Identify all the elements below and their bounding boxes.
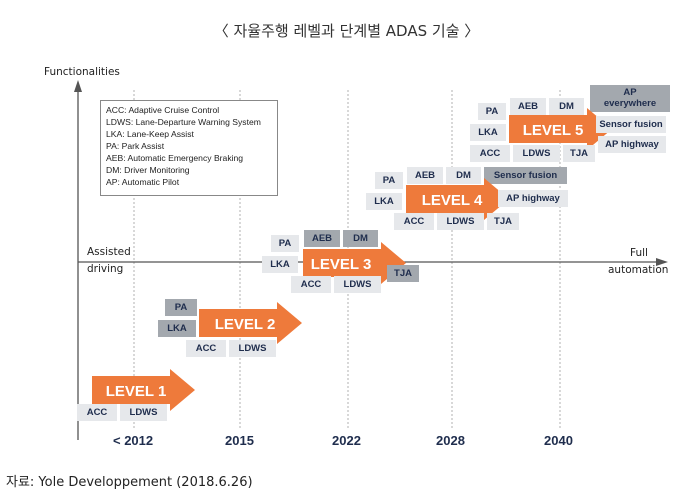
feature-lka: LKA	[158, 320, 196, 337]
feature-aeb: AEB	[304, 230, 340, 247]
feature-pa: PA	[375, 172, 403, 189]
x-axis-right-label-1: Full	[630, 247, 648, 259]
feature-dm: DM	[446, 167, 481, 184]
feature-lka: LKA	[262, 256, 298, 273]
legend-item: DM: Driver Monitoring	[106, 165, 190, 175]
feature-pa: PA	[165, 299, 197, 316]
year-label: 2028	[436, 433, 465, 448]
x-axis-right-label-2: automation	[608, 264, 669, 276]
feature-acc: ACC	[77, 404, 117, 421]
level-1-label: LEVEL 1	[106, 383, 167, 400]
feature-acc: ACC	[186, 340, 226, 357]
feature-ldws: LDWS	[437, 213, 484, 230]
legend-item: PA: Park Assist	[106, 141, 165, 151]
x-axis-left-label-1: Assisted	[87, 246, 131, 258]
level-2-arrow: LEVEL 2	[199, 302, 302, 344]
feature-pa: PA	[478, 103, 506, 120]
feature-tja: TJA	[487, 213, 519, 230]
feature-ap-highway: AP highway	[598, 136, 666, 153]
legend-item: ACC: Adaptive Cruise Control	[106, 105, 220, 115]
level-4-arrow: LEVEL 4	[406, 178, 509, 220]
feature-ldws: LDWS	[229, 340, 276, 357]
ap-everywhere-line1: AP	[623, 87, 637, 98]
year-label: 2022	[332, 433, 361, 448]
feature-aeb: AEB	[407, 167, 443, 184]
level-5-label: LEVEL 5	[523, 122, 584, 139]
feature-tja: TJA	[387, 265, 419, 282]
level-5-arrow: LEVEL 5	[509, 108, 612, 150]
feature-tja: TJA	[563, 145, 595, 162]
feature-ap-highway: AP highway	[498, 190, 568, 207]
source-note: 자료: Yole Developpement (2018.6.26)	[6, 475, 253, 490]
feature-pa: PA	[271, 235, 299, 252]
feature-ldws: LDWS	[513, 145, 560, 162]
level-1-arrow: LEVEL 1	[92, 369, 195, 411]
feature-sensor-fusion: Sensor fusion	[484, 167, 567, 184]
feature-ap-everywhere: AP everywhere	[590, 85, 670, 112]
year-label: < 2012	[113, 433, 154, 448]
feature-aeb: AEB	[510, 98, 546, 115]
level-4-label: LEVEL 4	[422, 192, 483, 209]
level-2-label: LEVEL 2	[215, 316, 276, 333]
feature-dm: DM	[343, 230, 378, 247]
abbreviation-legend: ACC: Adaptive Cruise Control LDWS: Lane-…	[100, 100, 278, 196]
feature-acc: ACC	[470, 145, 510, 162]
legend-item: AEB: Automatic Emergency Braking	[106, 153, 244, 163]
feature-acc: ACC	[291, 276, 331, 293]
legend-item: AP: Automatic Pilot	[106, 177, 180, 187]
feature-sensor-fusion: Sensor fusion	[596, 116, 666, 133]
legend-item: LDWS: Lane-Departure Warning System	[106, 117, 261, 127]
year-label: 2040	[544, 433, 573, 448]
y-axis-arrowhead	[74, 80, 82, 92]
feature-dm: DM	[549, 98, 584, 115]
level-3-label: LEVEL 3	[311, 256, 372, 273]
x-axis-left-label-2: driving	[87, 263, 124, 275]
legend-item: LKA: Lane-Keep Assist	[106, 129, 194, 139]
level-3-arrow: LEVEL 3	[303, 242, 406, 284]
feature-lka: LKA	[366, 193, 402, 210]
diagram-title: 〈 자율주행 레벨과 단계별 ADAS 기술 〉	[213, 22, 480, 40]
year-label: 2015	[225, 433, 254, 448]
feature-lka: LKA	[470, 124, 506, 141]
ap-everywhere-line2: everywhere	[603, 98, 657, 109]
x-axis-arrowhead	[656, 258, 668, 266]
feature-ldws: LDWS	[334, 276, 381, 293]
feature-acc: ACC	[394, 213, 434, 230]
y-axis-label: Functionalities	[44, 66, 120, 78]
feature-ldws: LDWS	[120, 404, 167, 421]
